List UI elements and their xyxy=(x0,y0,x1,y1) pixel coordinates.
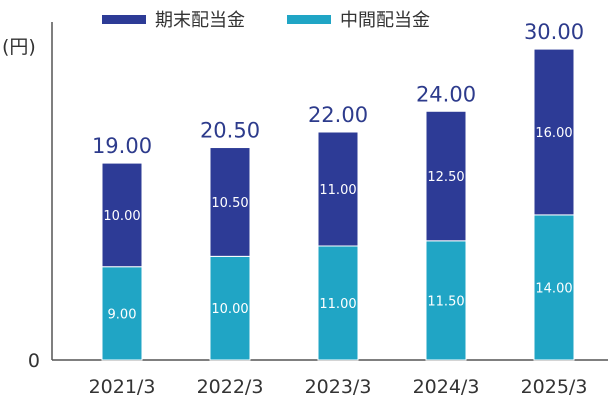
x-tick-label: 2021/3 xyxy=(89,376,156,398)
bar-total-label: 30.00 xyxy=(524,20,584,44)
segment-value-label: 11.00 xyxy=(319,297,356,312)
segment-value-label: 11.00 xyxy=(319,183,356,198)
legend: 期末配当金 中間配当金 xyxy=(102,6,430,32)
legend-item-interim-dividend: 中間配当金 xyxy=(287,6,430,32)
segment-value-label: 9.00 xyxy=(108,307,137,322)
x-tick-label: 2022/3 xyxy=(197,376,264,398)
legend-item-year-end-dividend: 期末配当金 xyxy=(102,6,245,32)
bar-segment-interim-2021-3 xyxy=(101,266,143,361)
bar-total-label: 19.00 xyxy=(92,134,152,158)
bar-segment-year-end-2021-3 xyxy=(101,162,143,268)
segment-value-label: 11.50 xyxy=(427,294,464,309)
segment-value-label: 10.00 xyxy=(211,302,248,317)
segment-value-label: 14.00 xyxy=(535,281,572,296)
x-tick-label: 2024/3 xyxy=(413,376,480,398)
legend-swatch-year-end xyxy=(102,14,146,24)
legend-label-year-end: 期末配当金 xyxy=(155,10,245,31)
bar-segment-year-end-2023-3 xyxy=(317,131,359,247)
bar-total-label: 22.00 xyxy=(308,103,368,127)
bar-segment-year-end-2025-3 xyxy=(533,48,575,216)
bar-segment-year-end-2022-3 xyxy=(209,147,251,257)
bar-total-label: 24.00 xyxy=(416,82,476,106)
segment-value-label: 10.00 xyxy=(103,209,140,224)
y-tick-label-0: 0 xyxy=(28,350,40,372)
bar-segment-interim-2025-3 xyxy=(533,214,575,361)
x-tick-label: 2023/3 xyxy=(305,376,372,398)
segment-value-label: 12.50 xyxy=(427,170,464,185)
y-axis-unit-label: (円) xyxy=(2,36,36,58)
legend-label-interim: 中間配当金 xyxy=(340,10,430,31)
bar-segment-year-end-2024-3 xyxy=(425,110,467,242)
x-tick-label: 2025/3 xyxy=(521,376,588,398)
segment-value-label: 16.00 xyxy=(535,126,572,141)
bar-total-label: 20.50 xyxy=(200,119,260,143)
segment-value-label: 10.50 xyxy=(211,196,248,211)
legend-swatch-interim xyxy=(287,14,331,24)
bar-segment-interim-2024-3 xyxy=(425,240,467,361)
